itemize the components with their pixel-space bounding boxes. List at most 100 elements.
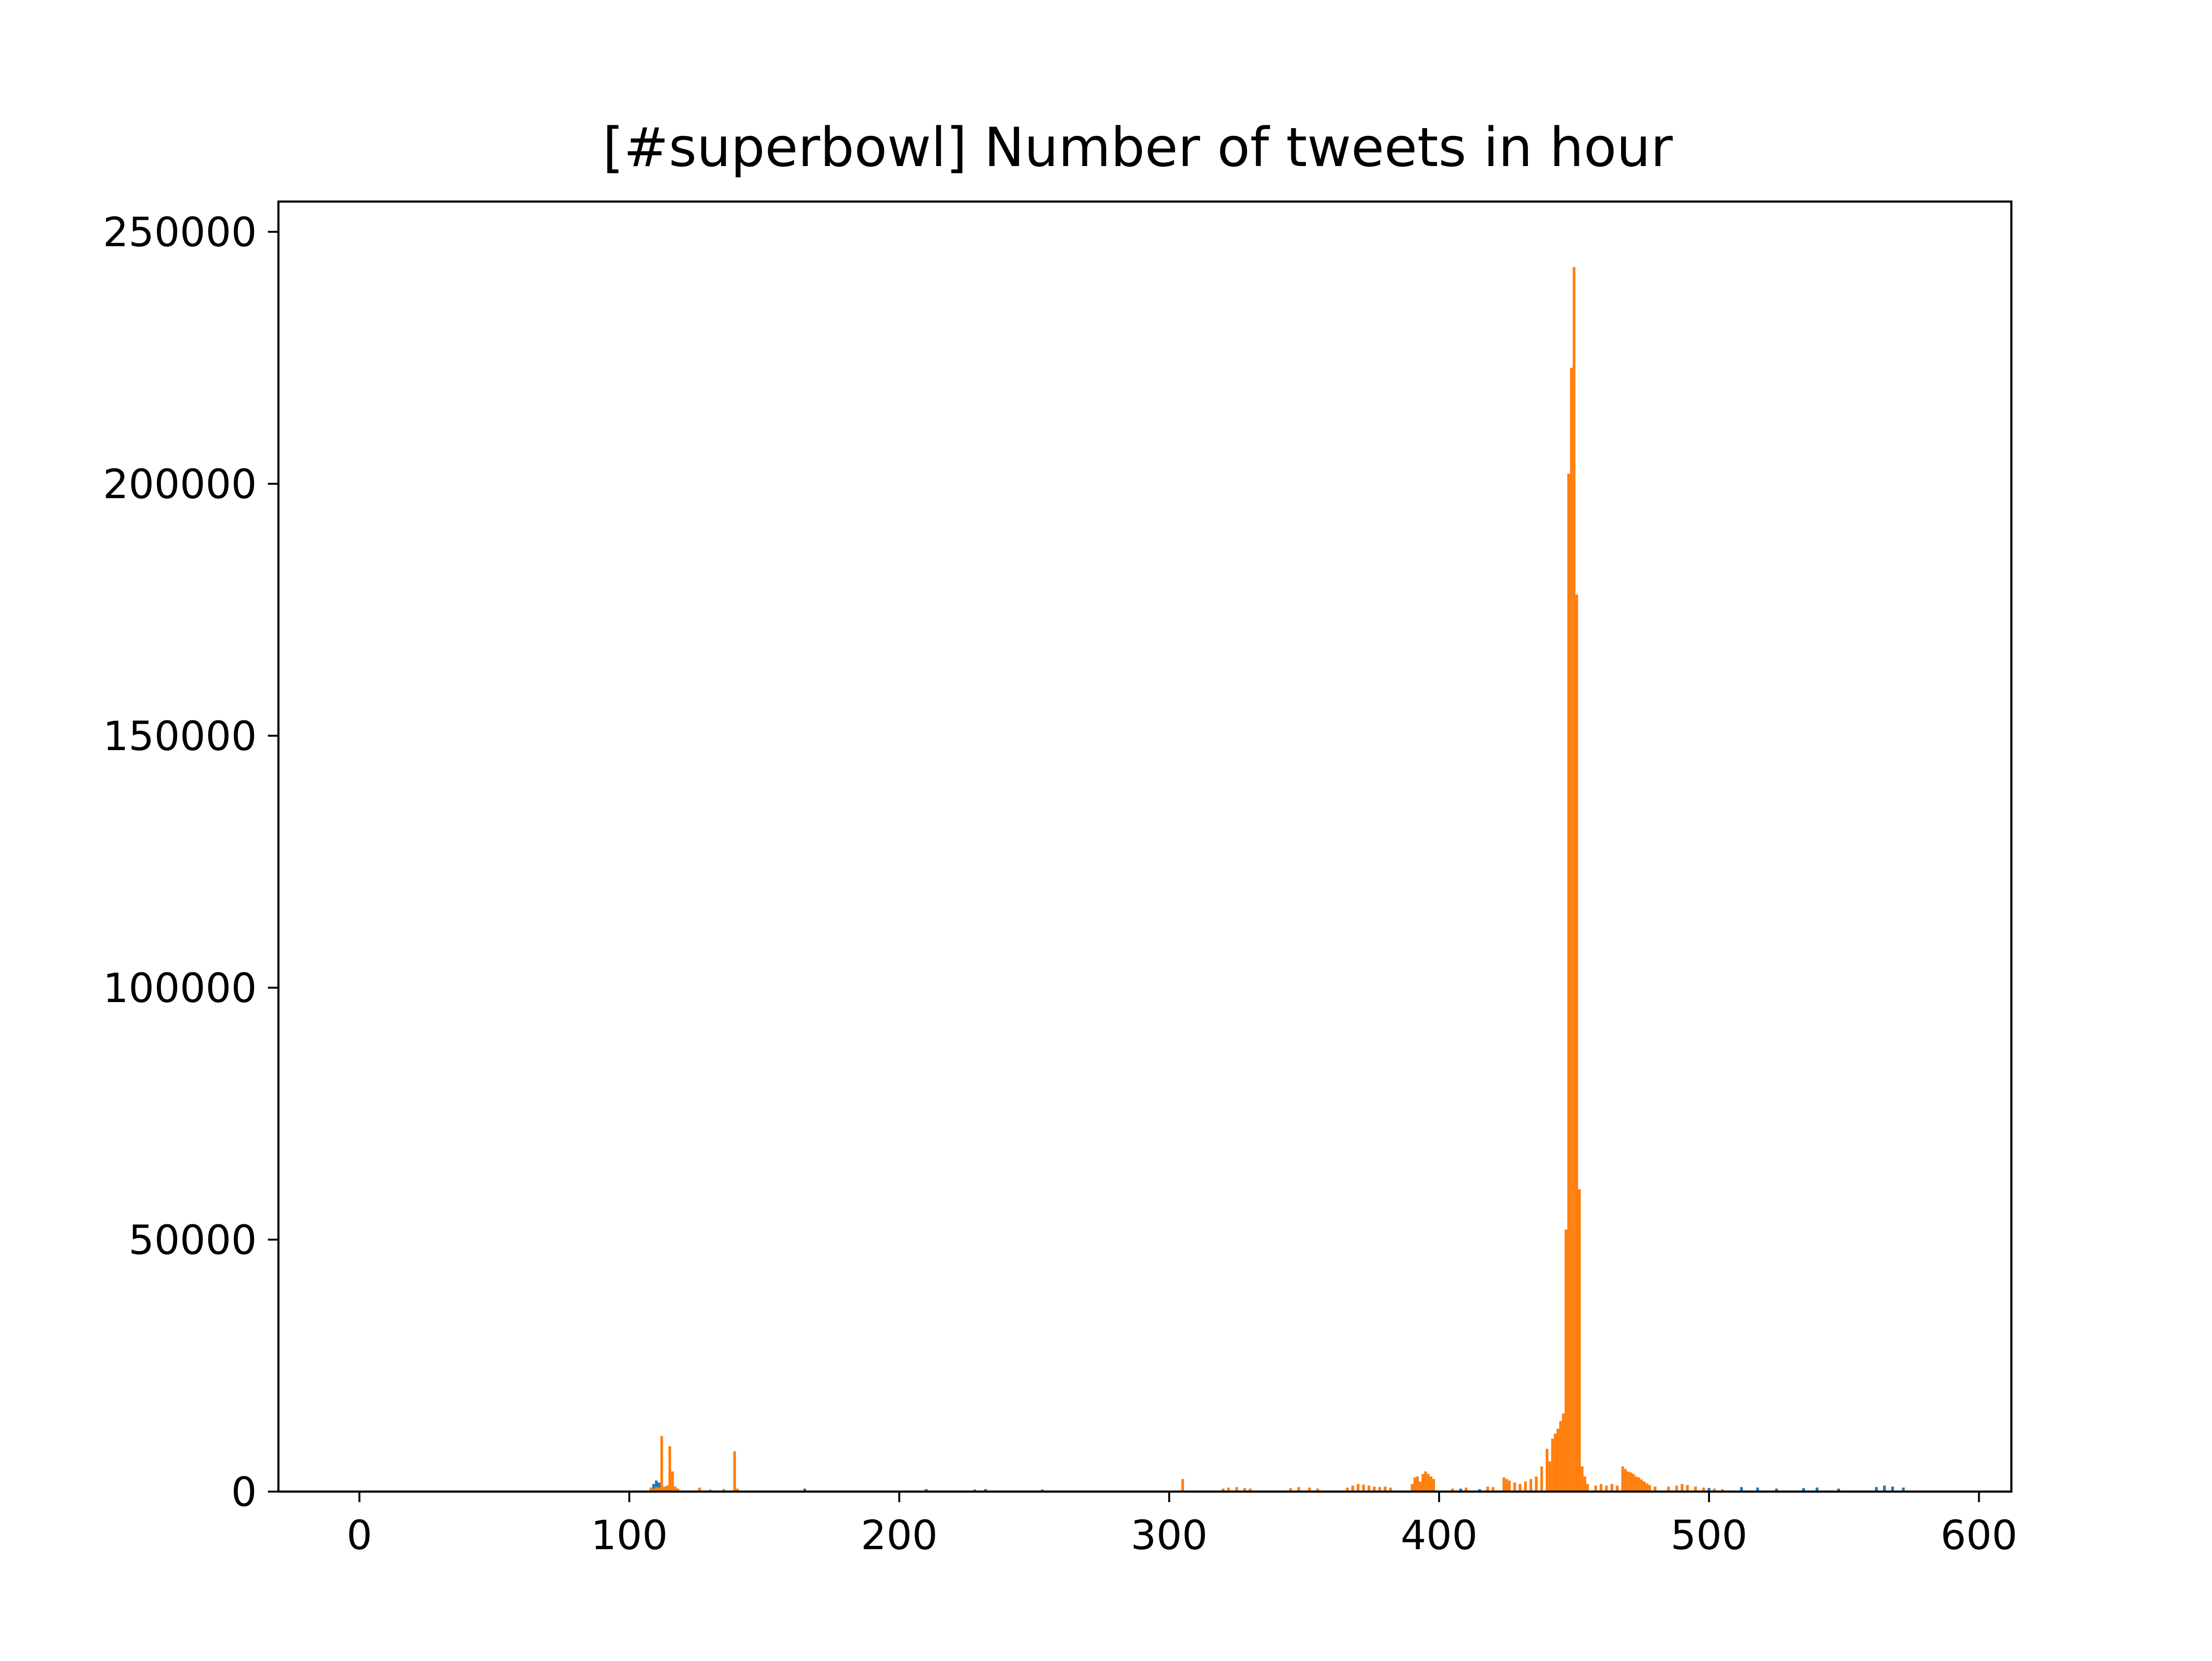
bar-s1-45 [1465,1487,1467,1492]
bar-s0-20 [1875,1487,1878,1492]
bar-s1-42 [1430,1476,1432,1492]
bar-s1-25 [1316,1488,1319,1492]
bar-s0-21 [1883,1485,1886,1492]
bar-s1-65 [1567,474,1570,1492]
bar-s1-2 [655,1487,658,1492]
bar-s1-56 [1540,1466,1543,1492]
bar-s1-94 [1694,1486,1697,1492]
bar-s1-39 [1421,1474,1424,1492]
bar-s1-59 [1551,1438,1554,1492]
bar-s1-66 [1570,368,1573,1492]
bar-s1-11 [698,1487,701,1492]
bar-s1-1 [652,1488,655,1492]
bar-s0-11 [1459,1488,1462,1492]
bar-s1-5 [663,1486,666,1492]
bar-s0-22 [1891,1486,1894,1492]
bar-s1-57 [1546,1448,1549,1492]
bar-s1-62 [1559,1421,1562,1492]
bar-s1-83 [1635,1476,1638,1492]
bar-s0-12 [1478,1489,1481,1492]
bar-s1-51 [1513,1482,1516,1492]
axes-layer: 0 100 200 300 400 500 600 0 50000 100000 150000 200… [103,200,2018,1559]
bar-s1-26 [1346,1487,1349,1492]
bar-s1-34 [1389,1487,1392,1492]
bar-s1-71 [1583,1476,1587,1492]
bar-s1-3 [658,1487,661,1492]
bar-s1-58 [1548,1461,1551,1492]
bar-s1-37 [1416,1476,1419,1492]
bar-s1-10 [676,1488,680,1492]
bar-s0-1 [655,1480,658,1492]
bar-s0-17 [1802,1488,1805,1492]
bar-s0-13 [1707,1488,1711,1492]
y-tick-label-4: 200000 [103,461,257,508]
bar-s1-44 [1451,1488,1454,1492]
bar-s1-86 [1643,1482,1646,1492]
bars-layer [649,267,1905,1492]
bar-s1-88 [1648,1485,1651,1492]
bar-s1-13 [722,1489,725,1492]
x-tick-label-3: 300 [1130,1512,1207,1559]
bar-s0-3 [803,1488,806,1492]
bar-s1-8 [671,1471,674,1492]
bar-s0-2 [658,1482,661,1492]
bar-s1-84 [1637,1477,1640,1492]
x-tick-label-1: 100 [591,1512,668,1559]
x-tick-label-6: 600 [1940,1512,2017,1559]
bar-s1-82 [1632,1474,1635,1492]
bar-s1-30 [1367,1485,1370,1492]
bar-s1-89 [1653,1486,1657,1492]
bar-s1-64 [1564,1230,1567,1492]
bar-s1-90 [1667,1486,1670,1492]
bar-s1-36 [1413,1477,1417,1492]
y-tick-label-3: 150000 [103,713,257,760]
bar-s1-6 [665,1485,669,1492]
bar-s1-74 [1599,1484,1603,1492]
bar-s1-70 [1581,1466,1584,1492]
bar-s1-21 [1249,1488,1252,1492]
bar-s1-87 [1646,1483,1648,1492]
bar-s0-16 [1775,1488,1778,1492]
y-tick-label-0: 0 [231,1469,257,1516]
bar-s1-19 [1235,1487,1238,1492]
bar-s1-79 [1624,1469,1627,1492]
bar-s1-55 [1535,1476,1538,1492]
bar-s1-52 [1518,1484,1522,1492]
bar-s1-75 [1605,1485,1608,1492]
bar-s1-46 [1486,1486,1489,1492]
bar-s1-50 [1508,1480,1511,1492]
y-tick-label-5: 250000 [103,209,257,256]
bar-s0-15 [1756,1487,1759,1492]
bar-s0-14 [1740,1487,1743,1492]
bar-s1-43 [1432,1479,1435,1492]
bar-s1-47 [1491,1487,1495,1492]
bar-s1-53 [1524,1482,1527,1492]
x-tick-label-4: 400 [1401,1512,1478,1559]
bar-s1-49 [1505,1479,1508,1492]
bar-s1-40 [1424,1471,1427,1492]
bar-s1-7 [668,1446,672,1492]
y-tick-label-1: 50000 [129,1217,257,1264]
bar-s0-23 [1902,1487,1905,1492]
bar-s1-16 [1181,1479,1184,1492]
bar-s1-92 [1681,1484,1683,1492]
bar-s1-61 [1556,1428,1560,1492]
chart-title: [#superbowl] Number of tweets in hour [602,117,1673,179]
bar-s1-15 [736,1488,739,1492]
bar-s1-22 [1289,1488,1292,1492]
bar-s1-85 [1640,1479,1643,1492]
y-tick-label-2: 100000 [103,965,257,1012]
bar-s1-27 [1351,1485,1354,1492]
bar-s0-0 [652,1484,655,1492]
bar-s1-41 [1427,1474,1430,1492]
bar-s1-31 [1373,1486,1376,1492]
bar-s1-76 [1610,1484,1613,1492]
bar-s1-4 [660,1436,663,1492]
bar-s1-28 [1357,1484,1360,1492]
bar-s1-48 [1503,1477,1505,1492]
bar-s0-19 [1837,1488,1840,1492]
plot-frame [277,200,2013,1493]
x-tick-label-5: 500 [1671,1512,1747,1559]
bar-s1-93 [1686,1485,1689,1492]
